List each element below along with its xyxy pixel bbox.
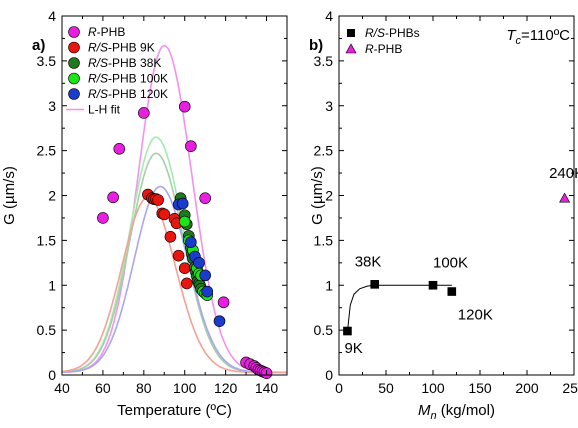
data-point [152,194,164,206]
panel-label: a) [32,37,45,54]
y-tick-label: 3.5 [37,53,57,69]
data-point [178,100,191,113]
y-tick-label: 3 [325,98,333,114]
x-tick-label: 80 [136,380,152,396]
plot-frame [338,15,575,376]
x-tick-label: 0 [335,380,343,396]
fit-line [347,284,452,332]
data-point [199,269,211,282]
legend-marker [68,88,80,100]
data-point [158,208,171,221]
point-label: 38K [355,253,382,270]
legend-label: R/S-PHB 9K [88,41,155,55]
legend-marker [347,29,355,37]
data-point [447,287,457,296]
legend-label: L-H fit [88,103,121,117]
data-point [178,262,191,274]
y-tick-label: 1 [48,277,56,293]
data-point [193,257,205,269]
data-point [428,280,438,290]
data-point [559,192,571,203]
point-label: 240K [549,165,578,182]
legend-marker [345,43,357,54]
y-tick-label: 0.5 [314,322,334,338]
data-point [370,280,380,289]
y-tick-label: 2 [325,188,333,204]
legend-label: R/S-PHB 38K [88,56,161,70]
y-axis-title: G (µm/s) [1,166,18,225]
tc-label: Tc=110ºC [506,27,570,47]
point-label: 120K [458,307,493,324]
y-tick-label: 3 [48,98,56,114]
legend-label: R/S-PHBs [365,26,420,40]
data-point [343,326,352,336]
x-axis-title: Mn (kg/mol) [418,402,495,422]
y-tick-label: 0.5 [37,322,57,338]
data-point [113,143,126,155]
legend-marker [68,26,80,38]
data-point [213,315,226,327]
x-tick-label: 100 [173,380,197,396]
y-tick-label: 4 [48,8,56,24]
y-tick-label: 2.5 [314,143,334,159]
panel-b: 9K 38K 100K 120K 240K 0 50 100 150 200 250 0 0.5 1 1.5… [309,8,578,422]
point-label: 100K [433,254,468,271]
data-point [172,249,185,262]
point-label: 9K [344,340,362,357]
y-tick-label: 1.5 [37,232,57,248]
legend-marker [68,41,80,54]
data-point [138,107,150,119]
data-point [97,212,109,224]
data-point [180,277,193,290]
x-tick-label: 50 [378,380,394,396]
y-tick-label: 0 [325,367,333,383]
legend-marker [68,57,80,69]
x-tick-label: 120 [214,380,238,396]
y-tick-label: 0 [48,367,56,383]
legend-label: R/S-PHB 120K [88,87,168,101]
data-point [164,230,177,243]
data-point [199,192,211,204]
legend-marker [68,72,80,85]
legend-label: R-PHB [365,42,402,56]
x-tick-label: 60 [95,380,111,396]
x-tick-label: 200 [515,380,539,396]
x-axis-title: Temperature (ºC) [117,402,232,419]
data-point [185,140,197,152]
x-tick-label: 150 [468,380,492,396]
y-axis-title: G (µm/s) [309,166,326,225]
y-tick-label: 2.5 [37,143,57,159]
y-tick-label: 1.5 [314,232,334,248]
legend-label: R/S-PHB 100K [88,72,168,86]
x-tick-label: 140 [255,380,279,396]
x-tick-label: 250 [562,380,578,396]
data-point [176,197,189,210]
x-tick-label: 40 [54,380,70,396]
fit-curve [61,196,287,374]
legend-label: R-PHB [88,25,125,39]
y-tick-label: 3.5 [314,53,334,69]
data-point [178,215,191,228]
panel-label: b) [309,37,323,54]
data-point [217,296,230,309]
y-tick-label: 2 [48,188,56,204]
data-point [107,191,119,204]
data-point [185,236,197,248]
x-tick-label: 100 [421,380,445,396]
panel-a: 40 60 80 100 120 140 0 0.5 1 1.5 2 2.5 3 3.5 4 Temperat… [1,8,288,419]
y-tick-label: 4 [325,8,333,24]
data-point [201,285,214,298]
y-tick-label: 1 [325,277,333,293]
